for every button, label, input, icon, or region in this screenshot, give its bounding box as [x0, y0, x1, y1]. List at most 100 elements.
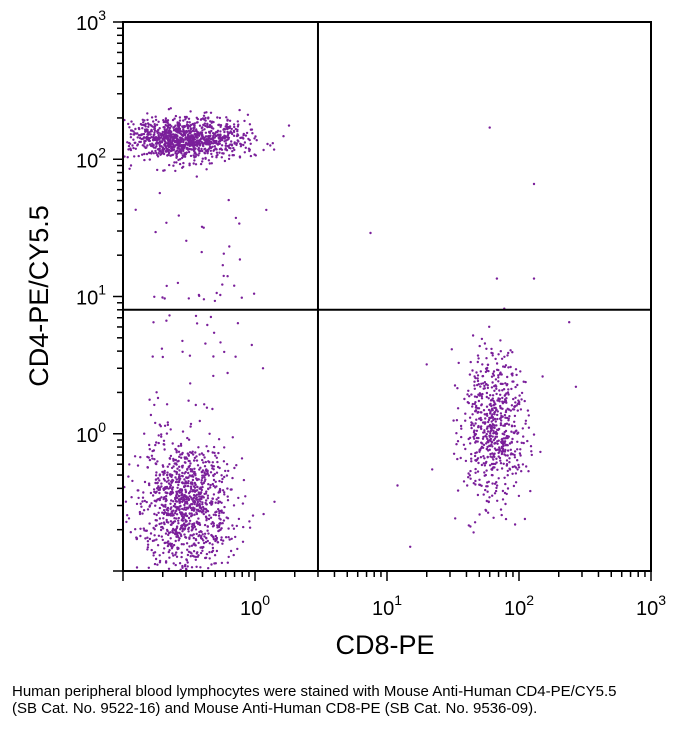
event-dot [182, 154, 185, 157]
event-dot [185, 131, 188, 134]
event-dot [463, 397, 466, 401]
event-dot [224, 128, 227, 131]
event-dot [506, 375, 509, 379]
event-dot [487, 420, 490, 424]
event-dot [167, 550, 170, 554]
event-dot [504, 482, 507, 486]
event-dot [176, 123, 180, 127]
event-dot [168, 463, 171, 466]
event-dot [157, 511, 160, 514]
event-dot [514, 396, 517, 399]
event-dot [491, 397, 494, 400]
event-dot [144, 537, 147, 540]
event-dot [197, 541, 200, 545]
event-dot [200, 497, 203, 501]
event-dot [166, 509, 170, 512]
event-dot [494, 489, 498, 493]
event-dot [204, 508, 208, 511]
event-dot [490, 404, 493, 408]
event-dot [215, 139, 218, 143]
event-dot [137, 126, 141, 130]
event-dot [287, 124, 291, 127]
event-dot [218, 123, 221, 127]
event-dot [160, 525, 163, 529]
event-dot [146, 466, 149, 469]
event-dot [187, 438, 191, 441]
event-dot [493, 482, 497, 485]
event-dot [168, 556, 171, 559]
event-dot [157, 441, 160, 445]
event-dot [203, 523, 207, 527]
event-dot [176, 486, 179, 489]
event-dot [205, 168, 208, 171]
event-dot [189, 110, 192, 113]
event-dot [231, 524, 234, 527]
event-dot [214, 131, 218, 134]
event-dot [193, 147, 196, 150]
event-dot [175, 472, 178, 476]
event-dot [185, 542, 189, 545]
event-dot [143, 480, 147, 484]
event-dot [480, 463, 484, 467]
event-dot [188, 536, 191, 539]
event-dot [223, 350, 226, 354]
event-dot [143, 140, 146, 143]
event-dot [171, 491, 175, 494]
event-dot [150, 502, 153, 505]
event-dot [517, 494, 521, 498]
event-dot [216, 116, 219, 119]
event-dot [153, 528, 156, 531]
event-dot [481, 437, 485, 440]
event-dot [170, 480, 173, 483]
event-dot [190, 503, 193, 506]
event-dot [189, 382, 192, 385]
event-dot [198, 124, 202, 127]
event-dot [490, 424, 493, 428]
event-dot [488, 464, 492, 467]
event-dot [181, 166, 184, 169]
event-dot [248, 148, 251, 151]
event-dot [143, 432, 146, 435]
event-dot [497, 428, 500, 432]
event-dot [524, 422, 527, 425]
event-dot [493, 389, 496, 392]
event-dot [471, 334, 475, 337]
event-dot [167, 479, 170, 482]
event-dot [475, 395, 479, 399]
event-dot [153, 127, 156, 130]
event-dot [467, 389, 470, 392]
event-dot [182, 497, 186, 501]
event-dot [491, 494, 494, 497]
event-dot [154, 129, 157, 132]
event-dot [195, 493, 199, 496]
event-dot [183, 506, 186, 509]
event-dot [153, 458, 156, 461]
event-dot [164, 132, 167, 135]
event-dot [485, 499, 488, 503]
event-dot [178, 123, 182, 127]
event-dot [490, 386, 494, 389]
event-dot [129, 148, 133, 152]
event-dot [220, 474, 223, 477]
event-dot [189, 132, 192, 135]
event-dot [238, 108, 241, 112]
event-dot [490, 351, 493, 355]
event-dot [478, 449, 481, 452]
event-dot [518, 452, 522, 455]
event-dot [170, 149, 173, 152]
event-dot [178, 508, 181, 512]
event-dot [164, 117, 168, 120]
event-dot [228, 538, 231, 541]
event-dot [165, 432, 169, 435]
event-dot [471, 405, 474, 408]
event-dot [182, 508, 186, 511]
event-dot [156, 563, 159, 566]
event-dot [194, 497, 198, 500]
event-dot [185, 239, 188, 242]
event-dot [154, 478, 158, 481]
event-dot [492, 418, 495, 422]
event-dot [215, 471, 219, 474]
event-dot [224, 142, 228, 145]
event-dot [160, 435, 163, 438]
event-dot [203, 456, 206, 459]
